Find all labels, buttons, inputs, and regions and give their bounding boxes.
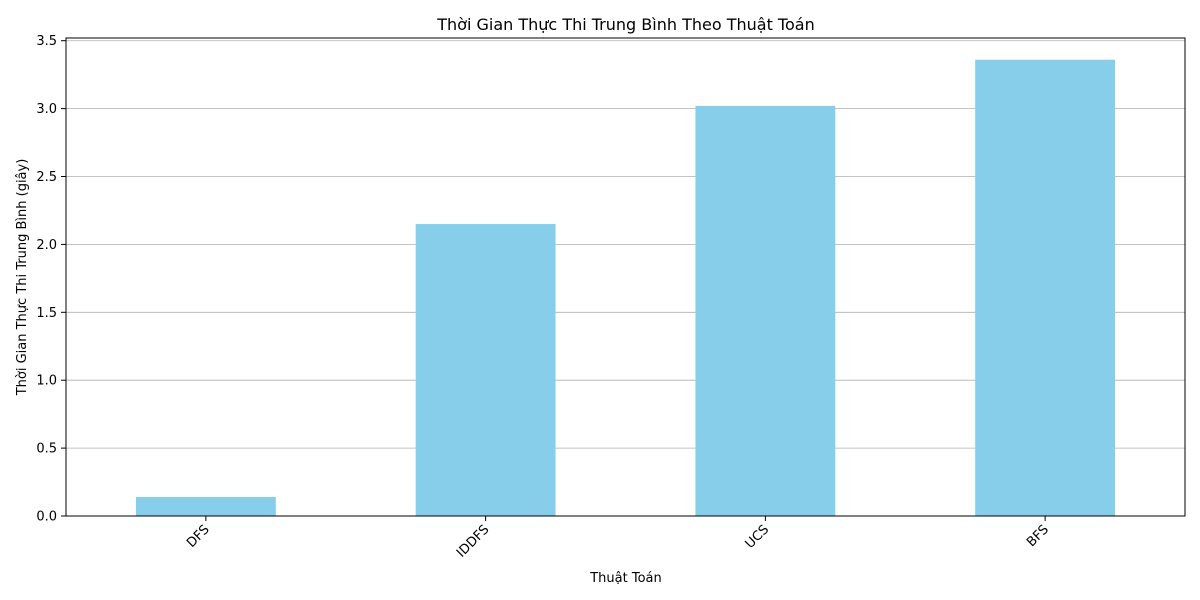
y-gridlines [66, 40, 1185, 517]
chart-title: Thời Gian Thực Thi Trung Bình Theo Thuật… [436, 15, 814, 34]
y-tick-label: 3.0 [36, 102, 57, 117]
y-tick-label: 2.5 [36, 170, 57, 185]
y-tick-label: 0.0 [36, 510, 57, 525]
y-tick-label: 3.5 [36, 34, 57, 49]
bar-iddfs [415, 224, 556, 516]
plot-frame [65, 37, 1186, 517]
y-axis-label: Thời Gian Thực Thi Trung Bình (giây) [15, 159, 30, 397]
x-axis-ticks: DFS IDDFS UCS BFS [184, 516, 1052, 561]
bar-dfs [135, 496, 276, 516]
bars [135, 59, 1116, 517]
y-tick-label: 1.5 [36, 306, 57, 321]
x-axis-label: Thuật Toán [589, 571, 662, 586]
x-tick-label-dfs: DFS [184, 522, 213, 551]
bar-ucs [695, 105, 836, 516]
x-tick-label-ucs: UCS [743, 522, 773, 552]
x-tick-label-iddfs: IDDFS [454, 522, 492, 560]
y-axis-ticks: 0.0 0.5 1.0 1.5 2.0 2.5 3.0 3.5 [36, 34, 66, 525]
y-tick-label: 2.0 [36, 238, 57, 253]
bar-bfs [975, 59, 1116, 517]
y-tick-label: 1.0 [36, 374, 57, 389]
x-tick-label-bfs: BFS [1024, 522, 1052, 550]
y-tick-label: 0.5 [36, 442, 57, 457]
